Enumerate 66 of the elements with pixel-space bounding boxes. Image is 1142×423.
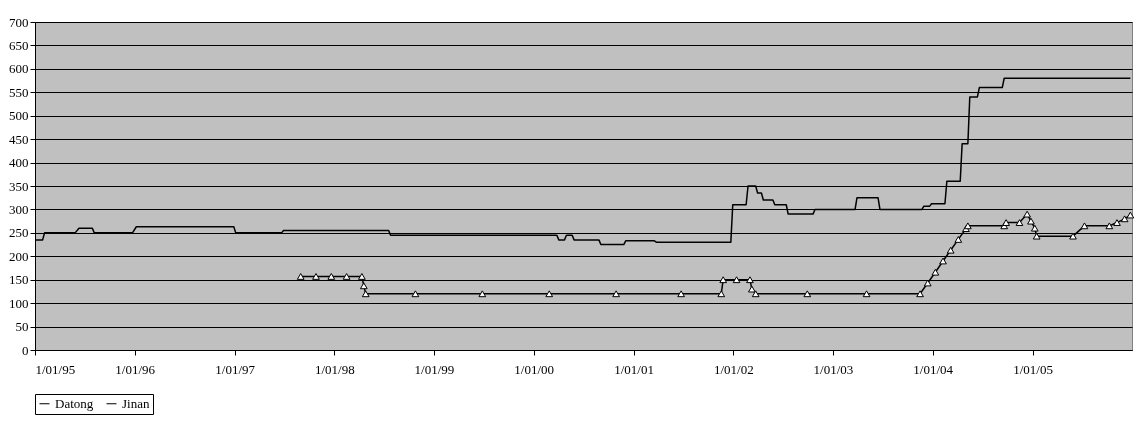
y-tick-label: 500 — [9, 108, 29, 124]
point — [717, 290, 726, 298]
x-tick-label: 1/01/04 — [913, 361, 954, 377]
point — [939, 257, 947, 265]
point — [923, 279, 932, 287]
point — [612, 290, 620, 298]
point — [1126, 211, 1135, 219]
point — [732, 276, 741, 284]
point — [1027, 217, 1035, 225]
point — [1113, 219, 1121, 226]
y-tick-label: 450 — [9, 131, 29, 147]
x-tick-label: 1/01/96 — [115, 361, 156, 377]
x-tick-label: 1/01/98 — [314, 361, 355, 377]
point — [1120, 215, 1129, 223]
point — [1032, 232, 1041, 240]
point — [746, 276, 754, 284]
y-tick-label: 200 — [9, 248, 29, 264]
point — [862, 290, 871, 298]
point — [1030, 224, 1039, 232]
point — [327, 273, 336, 280]
y-tick-label: 400 — [9, 155, 29, 171]
point — [946, 246, 955, 254]
point — [1002, 219, 1010, 226]
point — [411, 290, 420, 298]
point — [719, 276, 728, 284]
point — [358, 273, 366, 280]
y-tick-label: 650 — [9, 37, 29, 53]
x-tick-label: 1/01/97 — [215, 361, 256, 377]
y-tick-label: 0 — [22, 342, 29, 358]
point — [478, 290, 487, 298]
point — [954, 236, 963, 243]
x-tick-label: 1/01/99 — [414, 361, 455, 377]
point — [545, 290, 554, 298]
point — [1080, 222, 1089, 230]
y-tick-label: 100 — [9, 295, 29, 311]
y-tick-label: 700 — [9, 14, 29, 30]
point — [1105, 222, 1114, 230]
y-tick-label: 550 — [9, 84, 29, 100]
point — [1069, 232, 1077, 240]
x-tick-label: 1/01/02 — [713, 361, 754, 377]
y-tick-label: 300 — [9, 201, 29, 217]
point — [751, 290, 760, 298]
point — [342, 273, 351, 280]
point — [677, 290, 685, 298]
point — [361, 290, 370, 298]
x-tick-label: 1/01/05 — [1013, 361, 1053, 377]
point — [803, 290, 812, 298]
point — [916, 290, 924, 298]
y-tick-label: 150 — [9, 272, 29, 288]
legend-label: Datong — [55, 395, 94, 411]
x-tick-label: 1/01/95 — [35, 361, 76, 377]
legend-label: Jinan — [122, 395, 150, 411]
point — [312, 273, 320, 280]
point — [359, 282, 368, 290]
y-tick-label: 250 — [9, 225, 29, 241]
y-tick-label: 50 — [15, 319, 29, 335]
y-tick-label: 600 — [9, 61, 29, 77]
point — [296, 273, 305, 280]
point — [931, 268, 940, 276]
point — [1023, 210, 1031, 218]
x-tick-label: 1/01/01 — [614, 361, 654, 377]
point — [1015, 219, 1024, 226]
x-tick-label: 1/01/03 — [813, 361, 854, 377]
point — [748, 285, 756, 293]
x-tick-label: 1/01/00 — [514, 361, 555, 377]
y-tick-label: 350 — [9, 178, 29, 194]
